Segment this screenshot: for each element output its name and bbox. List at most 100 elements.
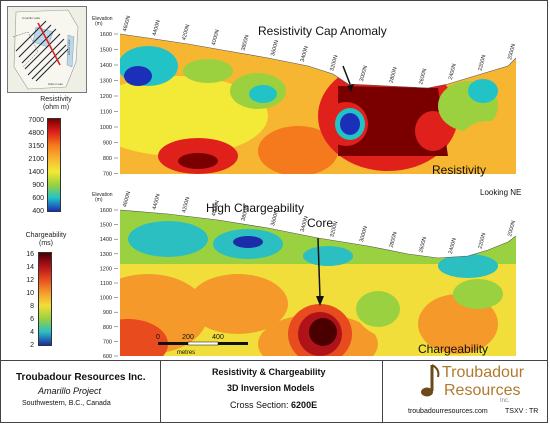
elevation-label: 800 bbox=[103, 325, 112, 331]
northing-label: 2600N bbox=[418, 68, 428, 85]
footer-divider-1 bbox=[160, 360, 161, 423]
legend-label: 4 bbox=[30, 329, 34, 336]
map-label-1: Amarillo Lake bbox=[22, 16, 41, 20]
legend-label: 10 bbox=[26, 290, 34, 297]
elevation-label: 1100 bbox=[100, 110, 112, 116]
project-location: Southwestern, B.C., Canada bbox=[22, 400, 111, 407]
scale-bar: 0 200 400 metres bbox=[156, 334, 248, 356]
map-label-2: Gillon Lake bbox=[48, 82, 63, 86]
chargeability-elevation-unit: (m) bbox=[95, 197, 103, 203]
footer-divider-2 bbox=[382, 360, 383, 423]
northing-label: 2200N bbox=[478, 232, 488, 249]
project-name: Amarillo Project bbox=[38, 386, 102, 396]
scale-label-0: 0 bbox=[156, 334, 160, 341]
elevation-label: 700 bbox=[103, 172, 112, 178]
logo-text-line2: Resources bbox=[444, 382, 521, 399]
location-map-graphic: Amarillo Lake Gillon Lake Elbow Lake bbox=[8, 7, 86, 92]
elevation-label: 1000 bbox=[100, 296, 112, 302]
resistivity-callout-text: Resistivity Cap Anomaly bbox=[258, 24, 387, 38]
northing-label: 3600N bbox=[270, 209, 280, 226]
elevation-label: 600 bbox=[103, 354, 112, 360]
elevation-label: 1200 bbox=[100, 94, 112, 100]
chargeability-panel-label: Chargeability bbox=[418, 342, 489, 356]
legend-label: 3150 bbox=[28, 143, 44, 150]
chargeability-elevation-title: Elevation bbox=[92, 192, 113, 198]
scale-label-200: 200 bbox=[182, 334, 194, 341]
resistivity-elevation-unit: (m) bbox=[95, 21, 103, 27]
chargeability-callout-line1: High Chargeability bbox=[205, 201, 305, 215]
northing-label: 4000N bbox=[211, 29, 221, 46]
elevation-label: 1200 bbox=[100, 266, 112, 272]
stock-ticker: TSXV : TR bbox=[505, 408, 539, 415]
cross-section-line: Cross Section: 6200E bbox=[230, 400, 317, 410]
legend-label: 900 bbox=[32, 182, 44, 189]
northing-label: 3400N bbox=[300, 45, 310, 62]
legend-label: 7000 bbox=[28, 117, 44, 124]
northing-label: 2400N bbox=[448, 63, 458, 80]
logo-text-line1: Troubadour bbox=[442, 364, 525, 381]
northing-label: 2000N bbox=[507, 220, 517, 237]
logo-text-line3: Inc. bbox=[500, 398, 510, 404]
northing-label: 2800N bbox=[389, 231, 399, 248]
northing-label: 3800N bbox=[241, 205, 251, 222]
northing-label: 4400N bbox=[152, 193, 162, 210]
elevation-label: 1600 bbox=[100, 32, 112, 38]
legend-label: 1400 bbox=[28, 169, 44, 176]
company-website: troubadourresources.com bbox=[408, 408, 488, 415]
elevation-label: 900 bbox=[103, 310, 112, 316]
northing-label: 3600N bbox=[270, 39, 280, 56]
resistivity-panel-label: Resistivity bbox=[432, 163, 487, 177]
chargeability-legend-unit: (ms) bbox=[39, 240, 53, 247]
figure-title-line1: Resistivity & Chargeability bbox=[212, 367, 326, 377]
map-label-3: Elbow Lake bbox=[67, 39, 71, 55]
chargeability-northing-labels: 4600N 4400N 4200N 4000N 3800N 3600N 3400N 3200N… bbox=[122, 191, 517, 255]
elevation-label: 1100 bbox=[100, 281, 112, 287]
northing-label: 2200N bbox=[478, 54, 488, 71]
elevation-label: 1300 bbox=[100, 252, 112, 258]
northing-label: 3200N bbox=[329, 54, 339, 71]
northing-label: 3400N bbox=[300, 215, 310, 232]
legend-label: 14 bbox=[26, 264, 34, 271]
chargeability-elevation-labels: 1600 1500 1400 1300 1200 1100 1000 900 800 700 600 bbox=[100, 208, 118, 360]
scale-unit: metres bbox=[177, 350, 195, 356]
northing-label: 2600N bbox=[418, 236, 428, 253]
elevation-label: 1000 bbox=[100, 125, 112, 131]
legend-label: 2100 bbox=[28, 156, 44, 163]
chargeability-legend-title: Chargeability bbox=[25, 232, 67, 239]
northing-label: 3000N bbox=[359, 65, 369, 82]
chargeability-callout-arrowhead bbox=[316, 296, 324, 306]
legend-label: 16 bbox=[26, 251, 34, 258]
legend-label: 400 bbox=[32, 208, 44, 215]
northing-label: 2400N bbox=[448, 237, 458, 254]
elevation-label: 1400 bbox=[100, 237, 112, 243]
northing-label: 3000N bbox=[359, 225, 369, 242]
elevation-label: 1500 bbox=[100, 223, 112, 229]
elevation-label: 1400 bbox=[100, 63, 112, 69]
chargeability-section: 4600N 4400N 4200N 4000N 3800N 3600N 3400N 3200N… bbox=[92, 191, 517, 360]
resistivity-legend-title: Resistivity bbox=[40, 96, 72, 103]
figure-title-line2: 3D Inversion Models bbox=[227, 383, 315, 393]
chargeability-callout-line2: Core bbox=[306, 216, 333, 230]
resistivity-northing-labels: 4600N 4400N 4200N 4000N 3800N 3600N 3400N 3200N… bbox=[122, 15, 517, 85]
cross-section-value: 6200E bbox=[291, 400, 318, 410]
legend-label: 8 bbox=[30, 303, 34, 310]
resistivity-color-bar bbox=[47, 118, 61, 212]
northing-label: 4200N bbox=[181, 196, 191, 213]
legend-label: 6 bbox=[30, 316, 34, 323]
resistivity-callout-arrowhead bbox=[347, 84, 354, 92]
resistivity-legend-unit: (ohm m) bbox=[42, 104, 70, 111]
elevation-label: 900 bbox=[103, 141, 112, 147]
northing-label: 4600N bbox=[122, 15, 132, 32]
northing-label: 4000N bbox=[211, 200, 221, 217]
northing-label: 3200N bbox=[329, 221, 339, 238]
logo-note-icon bbox=[421, 364, 440, 397]
northing-label: 3800N bbox=[241, 34, 251, 51]
chargeability-color-bar bbox=[38, 252, 52, 346]
legend-label: 4800 bbox=[28, 130, 44, 137]
northing-label: 4600N bbox=[122, 191, 132, 208]
chargeability-callout-arrow bbox=[317, 237, 321, 299]
legend-label: 600 bbox=[32, 195, 44, 202]
view-direction: Looking NE bbox=[480, 188, 522, 197]
legend-label: 12 bbox=[26, 277, 34, 284]
resistivity-section: 4600N 4400N 4200N 4000N 3800N 3600N 3400N 3200N… bbox=[92, 15, 517, 178]
